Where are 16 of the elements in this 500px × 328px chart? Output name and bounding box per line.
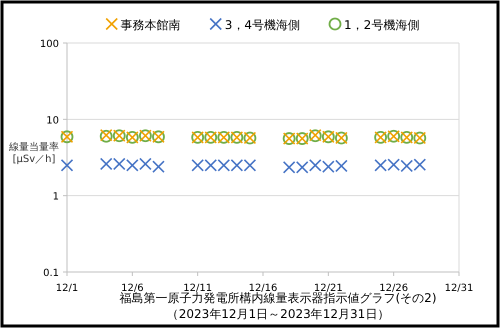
point	[60, 158, 74, 172]
y-tick-label: 0.1	[43, 268, 59, 279]
text: 福島第一原子力発電所構内線量表示器指示値グラフ(その2)	[120, 291, 436, 305]
legend-label: 1，2号機海側	[344, 18, 420, 32]
text: （2023年12月1日～2023年12月31日）	[166, 307, 390, 321]
x-tick-label: 12/31	[444, 283, 474, 294]
legend-label: 3，4号機海側	[224, 18, 300, 32]
x-tick-label: 12/11	[183, 283, 212, 294]
x-tick-label: 12/26	[379, 283, 408, 294]
y-tick-label: 100	[40, 39, 59, 50]
legend-label: 事務本館南	[120, 18, 181, 32]
y-tick-label: 10	[46, 115, 59, 126]
y-axis-title: 線量当量率 [μSv／h]	[8, 141, 59, 165]
x-tick-label: 12/1	[56, 283, 78, 294]
y-tick-label: 1	[52, 192, 59, 203]
x-tick-label: 12/16	[248, 283, 278, 294]
